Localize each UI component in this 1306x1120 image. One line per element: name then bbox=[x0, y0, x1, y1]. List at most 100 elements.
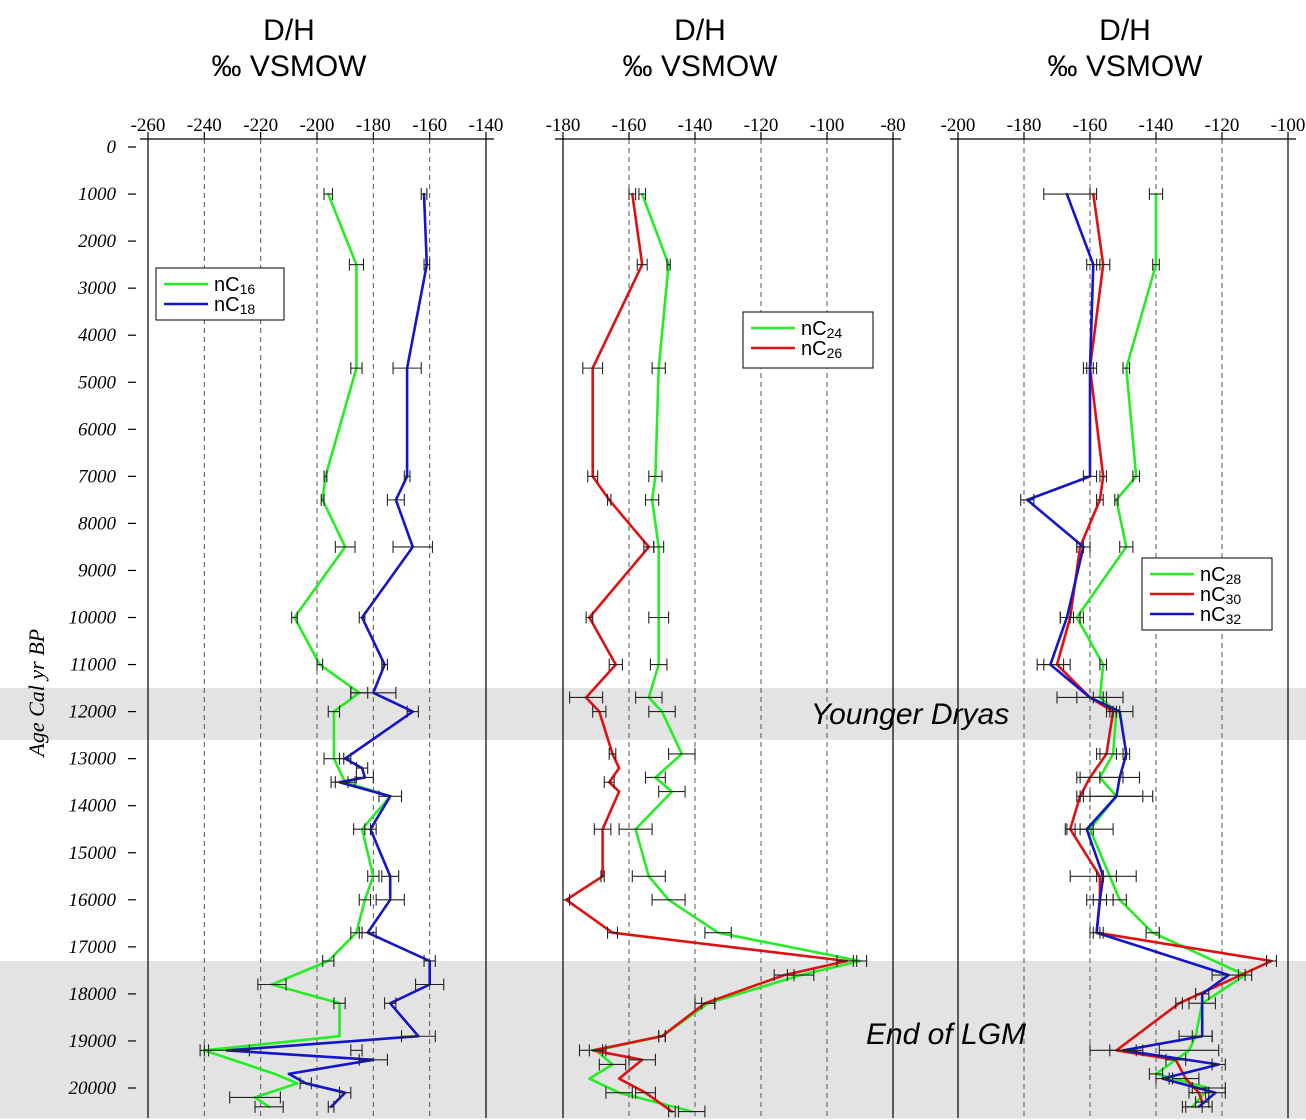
error-bar-nC18 bbox=[327, 1100, 335, 1113]
panel-2-header-unit: ‰ VSMOW bbox=[623, 50, 779, 83]
error-bar-nC24 bbox=[618, 823, 653, 836]
error-bar-nC32 bbox=[1185, 1100, 1213, 1113]
band-label-end-of-lgm: End of LGM bbox=[866, 1018, 1026, 1051]
error-bar-nC26 bbox=[608, 747, 617, 760]
error-bar-nC18 bbox=[406, 705, 419, 718]
y-tick-label: 15000 bbox=[69, 843, 117, 864]
error-bar-nC18 bbox=[423, 954, 436, 967]
y-axis-label: Age Cal yr BP bbox=[24, 629, 49, 759]
error-bar-nC32 bbox=[1076, 540, 1091, 553]
error-bar-nC28 bbox=[1099, 658, 1108, 671]
panel-1-header-unit: ‰ VSMOW bbox=[212, 50, 368, 83]
error-bar-nC24 bbox=[648, 470, 663, 483]
error-bar-nC32 bbox=[1191, 1030, 1213, 1043]
error-bar-nC24 bbox=[598, 1058, 627, 1071]
error-bar-nC24 bbox=[644, 771, 666, 784]
x-tick-label: -140 bbox=[678, 115, 713, 136]
y-tick-label: 9000 bbox=[78, 560, 117, 581]
error-bar-nC32 bbox=[1099, 771, 1141, 784]
legend-label-nC24: nC24 bbox=[801, 318, 842, 341]
error-bar-nC24 bbox=[631, 870, 666, 883]
text-labels: 0 1000 2000 3000 4000 5000 6000 7000 8000 9000 100… bbox=[24, 14, 1305, 1099]
y-tick-label: 16000 bbox=[69, 890, 117, 911]
error-bar-nC32 bbox=[1086, 258, 1101, 271]
x-tick-label: -260 bbox=[131, 115, 166, 136]
error-bar-nC18 bbox=[386, 493, 405, 506]
legend-label-nC26: nC26 bbox=[801, 338, 842, 361]
error-bar-nC30 bbox=[1096, 747, 1117, 760]
error-bar-nC32 bbox=[1079, 790, 1154, 803]
error-bar-nC26 bbox=[658, 1030, 666, 1043]
panel-1-header-top: D/H bbox=[263, 14, 315, 47]
error-bar-nC18 bbox=[381, 658, 388, 671]
error-bar-nC18 bbox=[364, 823, 377, 836]
error-bar-nC18 bbox=[338, 752, 352, 765]
x-tick-label: -160 bbox=[612, 115, 647, 136]
error-bar-nC18 bbox=[392, 540, 434, 553]
panel-3-header-unit: ‰ VSMOW bbox=[1048, 50, 1204, 83]
error-bar-nC26 bbox=[603, 776, 615, 789]
error-bar-nC18 bbox=[350, 686, 397, 699]
error-bar-nC28 bbox=[1152, 258, 1160, 271]
error-bar-nC24 bbox=[644, 493, 660, 506]
error-bar-nC16 bbox=[327, 705, 341, 718]
error-bar-nC26 bbox=[668, 1105, 676, 1118]
x-tick-label: -100 bbox=[810, 115, 845, 136]
error-bar-nC18 bbox=[375, 893, 405, 906]
error-bar-nC16 bbox=[323, 470, 328, 483]
error-bar-nC18 bbox=[384, 997, 397, 1010]
y-tick-label: 12000 bbox=[69, 702, 117, 723]
error-bar-nC28 bbox=[1114, 493, 1119, 506]
legend-label-nC30: nC30 bbox=[1200, 584, 1241, 607]
error-bar-nC16 bbox=[358, 893, 372, 906]
error-bar-nC16 bbox=[322, 954, 335, 967]
error-bar-nC32 bbox=[1092, 926, 1101, 939]
x-tick-label: -120 bbox=[744, 115, 779, 136]
error-bar-nC30 bbox=[1064, 823, 1076, 836]
series-line-nC16 bbox=[203, 192, 392, 1109]
error-bar-nC26 bbox=[773, 969, 795, 982]
legend-box bbox=[742, 311, 874, 369]
error-bar-nC28 bbox=[1132, 470, 1141, 483]
error-bar-nC24 bbox=[666, 258, 671, 271]
x-tick-label: -200 bbox=[300, 115, 335, 136]
error-bar-nC26 bbox=[606, 926, 619, 939]
y-tick-label: 10000 bbox=[69, 608, 117, 629]
error-bar-nC26 bbox=[836, 954, 858, 967]
error-bar-nC30 bbox=[1195, 1096, 1210, 1109]
error-bar-nC32 bbox=[1195, 987, 1210, 1000]
data-series bbox=[199, 188, 1277, 1118]
y-tick-label: 1000 bbox=[78, 184, 117, 205]
y-tick-label: 6000 bbox=[78, 419, 117, 440]
error-bar-nC26 bbox=[628, 188, 637, 201]
x-tick-label: -180 bbox=[356, 115, 391, 136]
x-tick-label: -140 bbox=[469, 115, 504, 136]
error-bar-nC16 bbox=[229, 1091, 281, 1104]
error-bar-nC16 bbox=[254, 1100, 284, 1113]
x-tick-label: -180 bbox=[546, 115, 581, 136]
error-bar-nC26 bbox=[582, 362, 604, 375]
x-tick-label: -160 bbox=[412, 115, 447, 136]
error-bar-nC16 bbox=[320, 493, 325, 506]
error-bar-nC24 bbox=[638, 188, 647, 201]
error-bar-nC26 bbox=[592, 705, 607, 718]
error-bar-nC18 bbox=[358, 611, 366, 624]
y-tick-label: 11000 bbox=[70, 655, 117, 676]
error-bar-nC30 bbox=[1165, 1053, 1187, 1066]
error-bar-nC32 bbox=[1082, 362, 1098, 375]
legend-label-nC32: nC32 bbox=[1200, 604, 1241, 627]
error-bar-nC26 bbox=[635, 1086, 656, 1099]
error-bar-nC32 bbox=[1122, 747, 1131, 760]
x-tick-label: -180 bbox=[1007, 115, 1042, 136]
error-bar-nC32 bbox=[1020, 493, 1035, 506]
error-bar-nC18 bbox=[403, 470, 411, 483]
x-tick-label: -240 bbox=[187, 115, 222, 136]
error-bar-nC32 bbox=[1059, 611, 1075, 624]
error-bar-nC18 bbox=[338, 1086, 352, 1099]
band-end-of-lgm bbox=[0, 960, 1306, 1119]
error-bar-nC26 bbox=[569, 691, 604, 704]
error-bar-nC24 bbox=[648, 611, 670, 624]
